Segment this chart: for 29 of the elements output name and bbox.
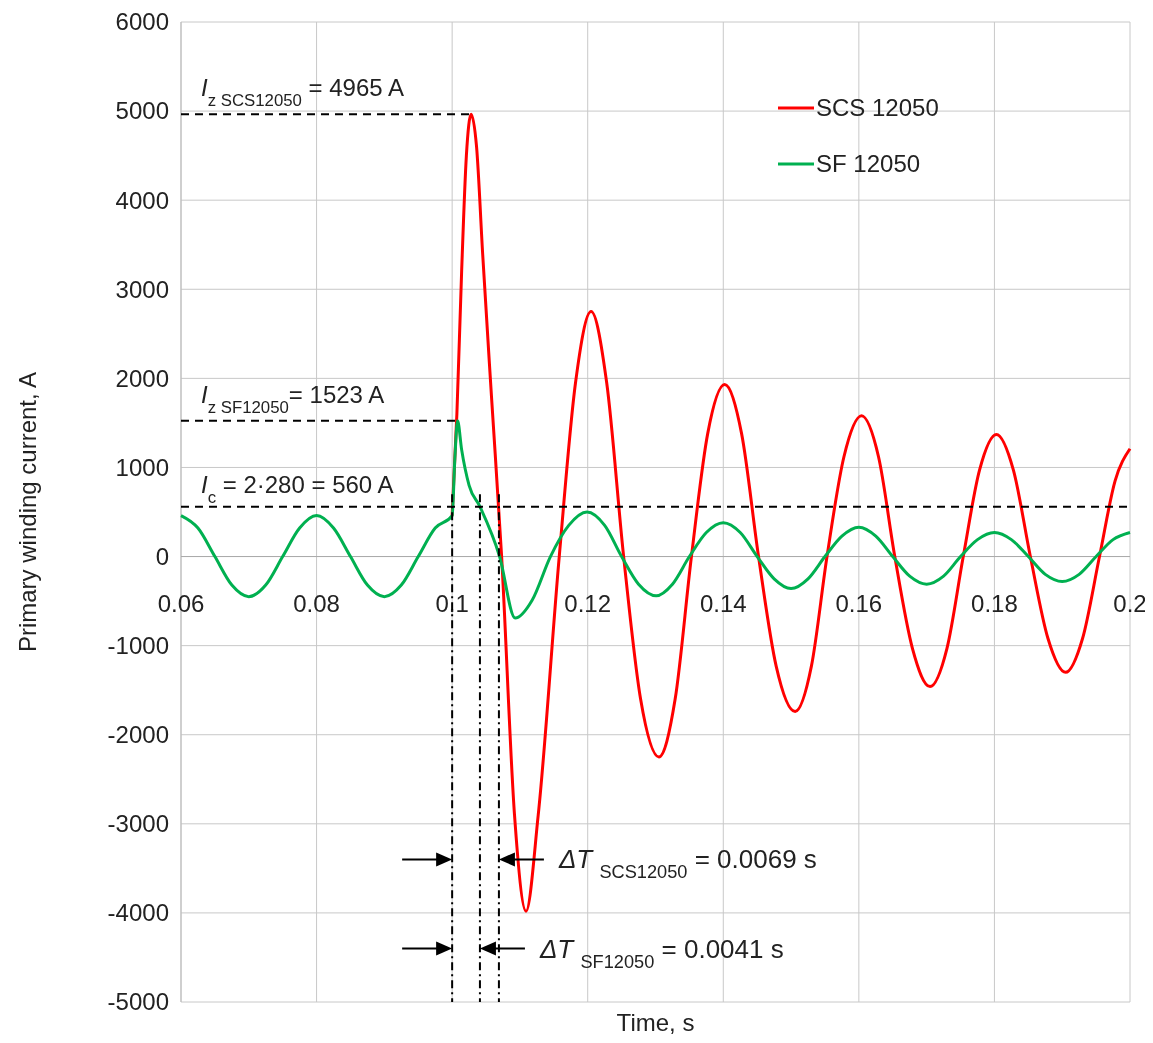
annotation: ΔT $_{SCS12050}$ = 0.0069 s bbox=[557, 844, 817, 883]
x-tick-label: 0.12 bbox=[564, 589, 612, 617]
y-tick-label: -4000 bbox=[107, 899, 169, 927]
y-tick-label: 4000 bbox=[115, 186, 169, 214]
x-axis-title: Time, s bbox=[616, 1009, 695, 1036]
legend-label: SCS 12050 bbox=[816, 94, 939, 122]
legend-label: SF 12050 bbox=[816, 150, 921, 178]
y-tick-label: 3000 bbox=[115, 275, 169, 303]
x-tick-label: 0.16 bbox=[835, 589, 883, 617]
y-tick-label: 5000 bbox=[115, 97, 169, 125]
y-tick-label: 1000 bbox=[115, 453, 169, 481]
y-tick-label: -2000 bbox=[107, 721, 169, 749]
y-tick-label: -1000 bbox=[107, 632, 169, 660]
x-tick-label: 0.2 bbox=[1113, 589, 1147, 617]
annotation: I$_{z SF12050}$= 1523 A bbox=[201, 380, 385, 417]
y-tick-label: -3000 bbox=[107, 810, 169, 838]
x-tick-label: 0.14 bbox=[699, 589, 747, 617]
x-tick-label: 0.06 bbox=[157, 589, 205, 617]
y-axis-title: Primary winding current, A bbox=[14, 371, 41, 653]
y-tick-label: 0 bbox=[155, 542, 169, 570]
annotation: I$_{z SCS12050}$ = 4965 A bbox=[201, 74, 404, 110]
x-tick-label: 0.08 bbox=[293, 589, 340, 617]
y-tick-label: -5000 bbox=[107, 988, 169, 1016]
ref-line-label: I$_{c}$ = 2·280 = 560 A bbox=[201, 470, 394, 507]
x-tick-label: 0.18 bbox=[971, 589, 1018, 617]
y-tick-label: 2000 bbox=[115, 364, 169, 392]
x-tick-label: 0.1 bbox=[435, 589, 469, 617]
y-tick-label: 6000 bbox=[115, 8, 169, 36]
annotation: ΔT $_{SF12050}$ = 0.0041 s bbox=[538, 933, 784, 972]
